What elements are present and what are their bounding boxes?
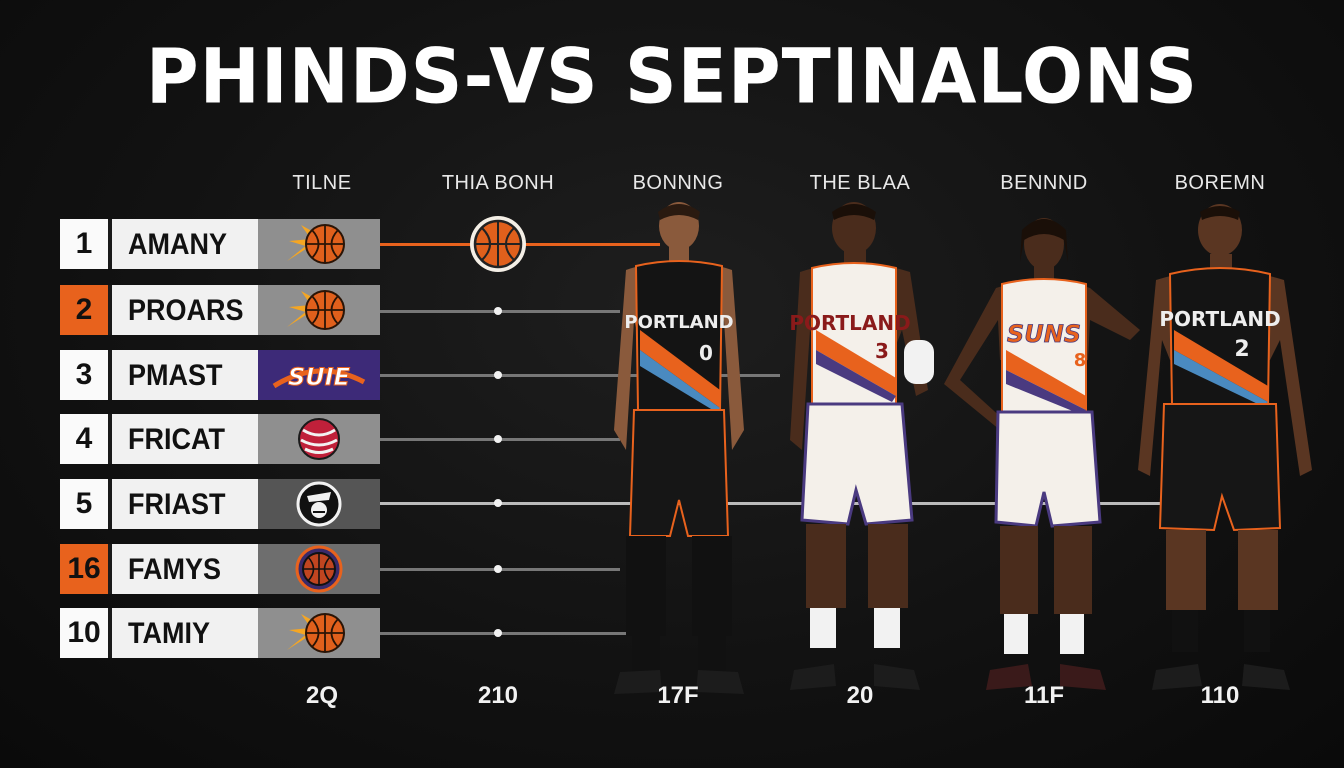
jersey-number: 0	[699, 341, 713, 365]
player-figure-light: SUNS 8	[944, 218, 1140, 690]
team-name: AMANY	[128, 228, 227, 261]
standings-row: 16 FAMYS	[60, 544, 380, 594]
standings-row: 10 TAMIY	[60, 608, 380, 658]
player-figure-dark: PORTLAND 2	[1138, 204, 1312, 690]
footer-value: 20	[846, 682, 874, 709]
suns-basketball-icon	[287, 290, 345, 330]
standings-row: 1 AMANY	[60, 219, 380, 269]
rank-badge: 1	[60, 219, 112, 269]
standings-row: 2 PROARS	[60, 285, 380, 335]
column-header: THE BLAA	[809, 172, 911, 194]
jersey-number: 8	[1074, 350, 1087, 371]
team-name: FRICAT	[128, 423, 225, 456]
column-header: THIA BONH	[441, 172, 555, 194]
pinwheel-ball-icon	[298, 418, 340, 460]
rank-badge: 3	[60, 350, 112, 400]
jersey-number: 2	[1234, 337, 1249, 362]
team-logo-box	[258, 544, 380, 594]
mascot-badge-icon	[296, 481, 342, 527]
team-name: PMAST	[128, 359, 223, 392]
logo-text: SUIE	[288, 363, 351, 391]
team-name: FRIAST	[128, 488, 226, 521]
footer-value: 17F	[657, 682, 699, 709]
footer-value: 11F	[1023, 682, 1065, 709]
rank-badge: 2	[60, 285, 112, 335]
footer-value: 210	[477, 682, 519, 709]
connector-line	[380, 374, 780, 377]
suns-basketball-icon	[287, 613, 345, 653]
standings-row: 3 PMAST SUIE	[60, 350, 380, 400]
team-logo-box: SUIE	[258, 350, 380, 400]
team-logo-box	[258, 479, 380, 529]
rank-badge: 5	[60, 479, 112, 529]
jersey-text: SUNS	[1007, 320, 1081, 348]
footer-value: 2Q	[305, 682, 338, 709]
column-header: TILNE	[292, 172, 352, 194]
ringed-ball-icon	[295, 545, 343, 593]
jersey-number: 3	[875, 339, 889, 363]
jersey-text: PORTLAND	[1159, 307, 1280, 331]
marker-dot	[494, 629, 502, 637]
rank-badge: 4	[60, 414, 112, 464]
team-name: FAMYS	[128, 553, 222, 586]
team-logo-box	[258, 285, 380, 335]
team-logo-box	[258, 219, 380, 269]
player-figure-dark: PORTLAND 0	[614, 202, 744, 694]
column-header: BENNND	[1000, 172, 1088, 194]
rank-badge: 16	[60, 544, 112, 594]
marker-dot	[494, 499, 502, 507]
team-name: TAMIY	[128, 617, 210, 650]
standings-row: 5 FRIAST	[60, 479, 380, 529]
marker-dot	[494, 435, 502, 443]
player-figure-light: PORTLAND 3	[789, 202, 934, 690]
suns-basketball-icon	[287, 224, 345, 264]
jersey-text: PORTLAND	[789, 311, 910, 335]
basketball-icon	[470, 216, 526, 272]
footer-value: 110	[1200, 682, 1240, 709]
page-title: PHINDS-VS SEPTINALONS	[145, 31, 1199, 121]
suns-wordmark-icon: SUIE	[272, 363, 366, 392]
marker-dot	[494, 565, 502, 573]
team-name: PROARS	[128, 294, 244, 327]
column-header: BOREMN	[1174, 172, 1266, 194]
standings-row: 4 FRICAT	[60, 414, 380, 464]
connector-line	[380, 502, 1180, 505]
jersey-text: PORTLAND	[624, 312, 733, 333]
marker-dot	[494, 371, 502, 379]
rank-badge: 10	[60, 608, 112, 658]
team-logo-box	[258, 608, 380, 658]
connector-line	[380, 632, 656, 635]
marker-dot	[494, 307, 502, 315]
team-logo-box	[258, 414, 380, 464]
column-header: BONNNG	[632, 172, 724, 194]
